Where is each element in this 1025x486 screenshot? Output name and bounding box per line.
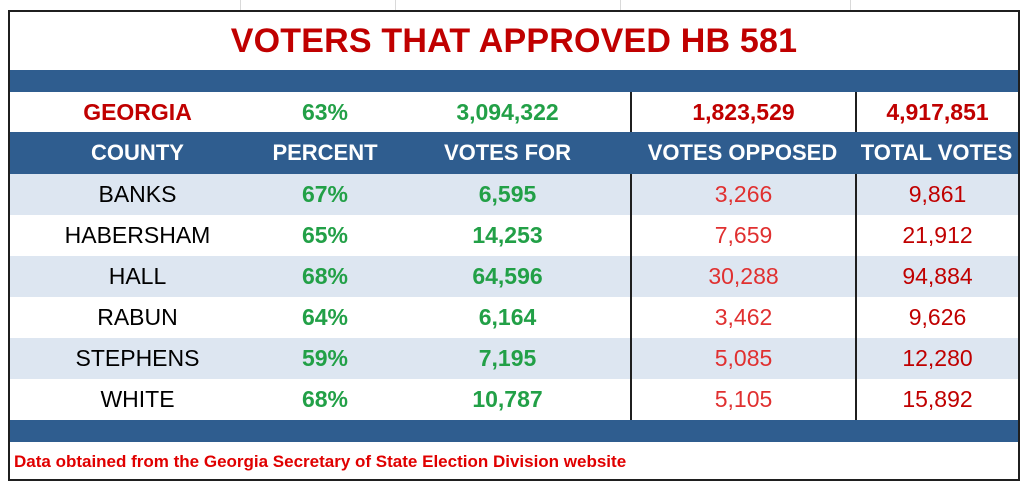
total-votes-cell[interactable]: 21,912 bbox=[855, 215, 1018, 256]
total-votes-cell[interactable]: 9,861 bbox=[855, 174, 1018, 215]
total-votes-cell[interactable]: 15,892 bbox=[855, 379, 1018, 420]
footer-row: Data obtained from the Georgia Secretary… bbox=[10, 444, 1018, 479]
header-total-votes[interactable]: TOTAL VOTES bbox=[860, 140, 1013, 165]
sheet-gridlines bbox=[0, 0, 1025, 10]
state-total-votes-cell[interactable]: 4,917,851 bbox=[855, 92, 1018, 132]
gridline bbox=[395, 0, 396, 10]
votes-for-cell[interactable]: 6,595 bbox=[478, 181, 537, 207]
table-row: BANKS 67% 6,595 3,266 9,861 bbox=[10, 174, 1018, 215]
votes-for-cell[interactable]: 14,253 bbox=[472, 222, 543, 248]
votes-for-cell[interactable]: 10,787 bbox=[472, 386, 543, 412]
table-row: HALL 68% 64,596 30,288 94,884 bbox=[10, 256, 1018, 297]
percent-cell[interactable]: 67% bbox=[301, 181, 349, 207]
votes-opposed-cell[interactable]: 5,105 bbox=[630, 379, 855, 420]
results-table: VOTERS THAT APPROVED HB 581 GEORGIA 63% … bbox=[8, 10, 1020, 481]
percent-cell[interactable]: 65% bbox=[301, 222, 349, 248]
header-votes-for[interactable]: VOTES FOR bbox=[443, 140, 572, 165]
footer-band bbox=[10, 420, 1018, 442]
table-row: WHITE 68% 10,787 5,105 15,892 bbox=[10, 379, 1018, 420]
total-votes-cell[interactable]: 12,280 bbox=[855, 338, 1018, 379]
state-total-row: GEORGIA 63% 3,094,322 1,823,529 4,917,85… bbox=[10, 92, 1018, 132]
gridline bbox=[620, 0, 621, 10]
votes-opposed-cell[interactable]: 5,085 bbox=[630, 338, 855, 379]
table-row: RABUN 64% 6,164 3,462 9,626 bbox=[10, 297, 1018, 338]
votes-for-cell[interactable]: 64,596 bbox=[472, 263, 543, 289]
percent-cell[interactable]: 68% bbox=[301, 386, 349, 412]
percent-cell[interactable]: 59% bbox=[301, 345, 349, 371]
votes-opposed-cell[interactable]: 7,659 bbox=[630, 215, 855, 256]
votes-for-cell[interactable]: 7,195 bbox=[478, 345, 537, 371]
state-name-cell[interactable]: GEORGIA bbox=[83, 98, 192, 125]
gridline bbox=[850, 0, 851, 10]
table-title[interactable]: VOTERS THAT APPROVED HB 581 bbox=[230, 21, 798, 60]
county-cell[interactable]: HABERSHAM bbox=[64, 222, 211, 248]
table-row: STEPHENS 59% 7,195 5,085 12,280 bbox=[10, 338, 1018, 379]
votes-for-cell[interactable]: 6,164 bbox=[478, 304, 537, 330]
state-votes-for-cell[interactable]: 3,094,322 bbox=[456, 98, 559, 125]
state-percent-cell[interactable]: 63% bbox=[301, 98, 349, 125]
gridline bbox=[240, 0, 241, 10]
votes-opposed-cell[interactable]: 30,288 bbox=[630, 256, 855, 297]
percent-cell[interactable]: 68% bbox=[301, 263, 349, 289]
votes-opposed-cell[interactable]: 3,462 bbox=[630, 297, 855, 338]
county-cell[interactable]: STEPHENS bbox=[75, 345, 200, 371]
county-cell[interactable]: BANKS bbox=[98, 181, 177, 207]
county-cell[interactable]: WHITE bbox=[100, 386, 175, 412]
state-votes-opposed-cell[interactable]: 1,823,529 bbox=[630, 92, 855, 132]
total-votes-cell[interactable]: 94,884 bbox=[855, 256, 1018, 297]
header-band bbox=[10, 70, 1018, 92]
county-cell[interactable]: RABUN bbox=[97, 304, 178, 330]
county-cell[interactable]: HALL bbox=[108, 263, 167, 289]
header-votes-opposed[interactable]: VOTES OPPOSED bbox=[647, 140, 838, 165]
table-row: HABERSHAM 65% 14,253 7,659 21,912 bbox=[10, 215, 1018, 256]
total-votes-cell[interactable]: 9,626 bbox=[855, 297, 1018, 338]
column-header-row: COUNTY PERCENT VOTES FOR VOTES OPPOSED T… bbox=[10, 132, 1018, 174]
title-row: VOTERS THAT APPROVED HB 581 bbox=[10, 12, 1018, 70]
source-note[interactable]: Data obtained from the Georgia Secretary… bbox=[14, 451, 627, 471]
percent-cell[interactable]: 64% bbox=[301, 304, 349, 330]
votes-opposed-cell[interactable]: 3,266 bbox=[630, 174, 855, 215]
header-county[interactable]: COUNTY bbox=[91, 140, 184, 165]
header-percent[interactable]: PERCENT bbox=[272, 140, 378, 165]
